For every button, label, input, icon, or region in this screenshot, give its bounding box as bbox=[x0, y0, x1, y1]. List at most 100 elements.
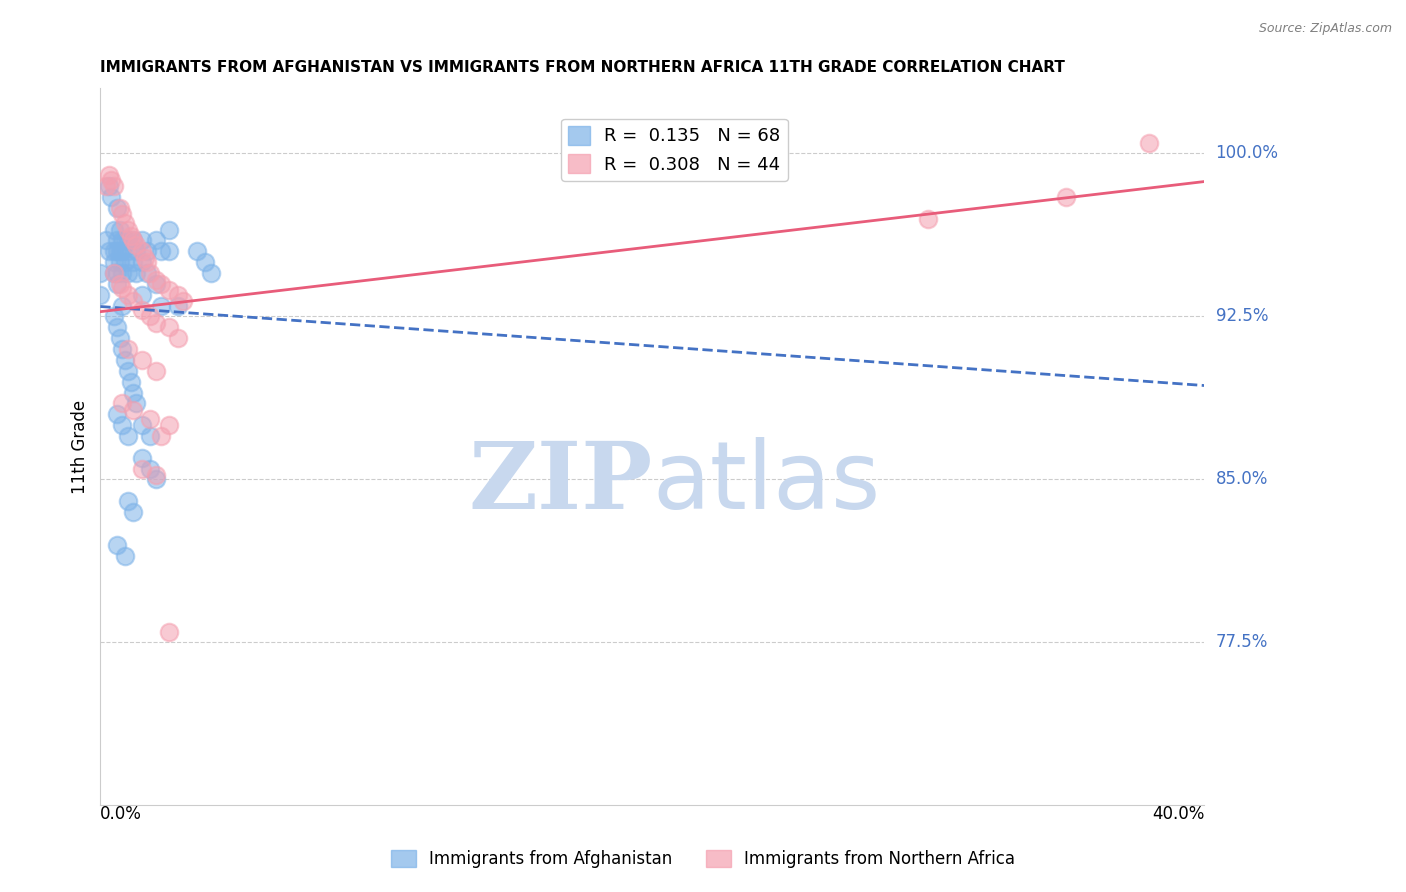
Point bbox=[122, 234, 145, 248]
Text: 92.5%: 92.5% bbox=[1216, 308, 1268, 326]
Point bbox=[1054, 190, 1077, 204]
Point bbox=[120, 375, 142, 389]
Point bbox=[134, 251, 156, 265]
Point bbox=[117, 342, 139, 356]
Point bbox=[125, 266, 148, 280]
Point bbox=[105, 320, 128, 334]
Point bbox=[131, 302, 153, 317]
Point bbox=[157, 624, 180, 639]
Point bbox=[111, 266, 134, 280]
Point bbox=[114, 549, 136, 563]
Point bbox=[157, 418, 180, 433]
Point bbox=[150, 299, 173, 313]
Point bbox=[125, 396, 148, 410]
Point bbox=[105, 407, 128, 421]
Point bbox=[94, 234, 117, 248]
Point bbox=[917, 211, 939, 226]
Point bbox=[117, 494, 139, 508]
Point bbox=[105, 244, 128, 259]
Point bbox=[114, 216, 136, 230]
Point bbox=[111, 418, 134, 433]
Point bbox=[136, 244, 159, 259]
Point bbox=[122, 294, 145, 309]
Point bbox=[111, 396, 134, 410]
Point bbox=[139, 461, 162, 475]
Point bbox=[1137, 136, 1160, 150]
Point bbox=[136, 255, 159, 269]
Point bbox=[105, 266, 128, 280]
Point bbox=[117, 244, 139, 259]
Point bbox=[122, 234, 145, 248]
Point bbox=[100, 190, 122, 204]
Point bbox=[117, 364, 139, 378]
Point bbox=[166, 287, 188, 301]
Point bbox=[111, 207, 134, 221]
Text: 85.0%: 85.0% bbox=[1216, 470, 1268, 489]
Point bbox=[139, 411, 162, 425]
Point bbox=[108, 201, 131, 215]
Point bbox=[108, 222, 131, 236]
Point bbox=[97, 179, 120, 194]
Point bbox=[131, 418, 153, 433]
Point bbox=[105, 277, 128, 291]
Point bbox=[136, 266, 159, 280]
Point bbox=[157, 284, 180, 298]
Point bbox=[166, 331, 188, 345]
Point bbox=[122, 403, 145, 417]
Point bbox=[103, 310, 125, 324]
Point bbox=[103, 179, 125, 194]
Point bbox=[125, 244, 148, 259]
Point bbox=[145, 468, 167, 483]
Point bbox=[105, 234, 128, 248]
Point bbox=[117, 429, 139, 443]
Text: 40.0%: 40.0% bbox=[1152, 805, 1205, 823]
Point bbox=[200, 266, 222, 280]
Point bbox=[105, 201, 128, 215]
Point bbox=[117, 234, 139, 248]
Point bbox=[157, 244, 180, 259]
Point bbox=[117, 266, 139, 280]
Point bbox=[117, 222, 139, 236]
Point bbox=[111, 234, 134, 248]
Point bbox=[108, 244, 131, 259]
Point bbox=[103, 266, 125, 280]
Point bbox=[145, 473, 167, 487]
Point bbox=[145, 234, 167, 248]
Point bbox=[139, 429, 162, 443]
Point bbox=[131, 450, 153, 465]
Point bbox=[89, 266, 111, 280]
Point bbox=[139, 310, 162, 324]
Text: ZIP: ZIP bbox=[468, 438, 652, 528]
Point bbox=[125, 237, 148, 252]
Point bbox=[114, 234, 136, 248]
Point bbox=[131, 461, 153, 475]
Point bbox=[111, 342, 134, 356]
Point bbox=[103, 244, 125, 259]
Text: 77.5%: 77.5% bbox=[1216, 633, 1268, 651]
Point bbox=[114, 255, 136, 269]
Point bbox=[145, 316, 167, 330]
Point bbox=[150, 429, 173, 443]
Point bbox=[131, 353, 153, 368]
Y-axis label: 11th Grade: 11th Grade bbox=[72, 400, 89, 494]
Point bbox=[97, 168, 120, 182]
Point bbox=[105, 538, 128, 552]
Text: IMMIGRANTS FROM AFGHANISTAN VS IMMIGRANTS FROM NORTHERN AFRICA 11TH GRADE CORREL: IMMIGRANTS FROM AFGHANISTAN VS IMMIGRANT… bbox=[100, 60, 1066, 75]
Point bbox=[97, 244, 120, 259]
Point bbox=[108, 331, 131, 345]
Point bbox=[103, 222, 125, 236]
Point bbox=[111, 244, 134, 259]
Point bbox=[122, 255, 145, 269]
Point bbox=[150, 277, 173, 291]
Point bbox=[108, 277, 131, 291]
Point bbox=[103, 255, 125, 269]
Point bbox=[139, 266, 162, 280]
Point bbox=[150, 244, 173, 259]
Point bbox=[111, 299, 134, 313]
Point bbox=[131, 234, 153, 248]
Point bbox=[157, 320, 180, 334]
Point bbox=[145, 272, 167, 286]
Point bbox=[157, 222, 180, 236]
Point bbox=[89, 287, 111, 301]
Point bbox=[111, 281, 134, 295]
